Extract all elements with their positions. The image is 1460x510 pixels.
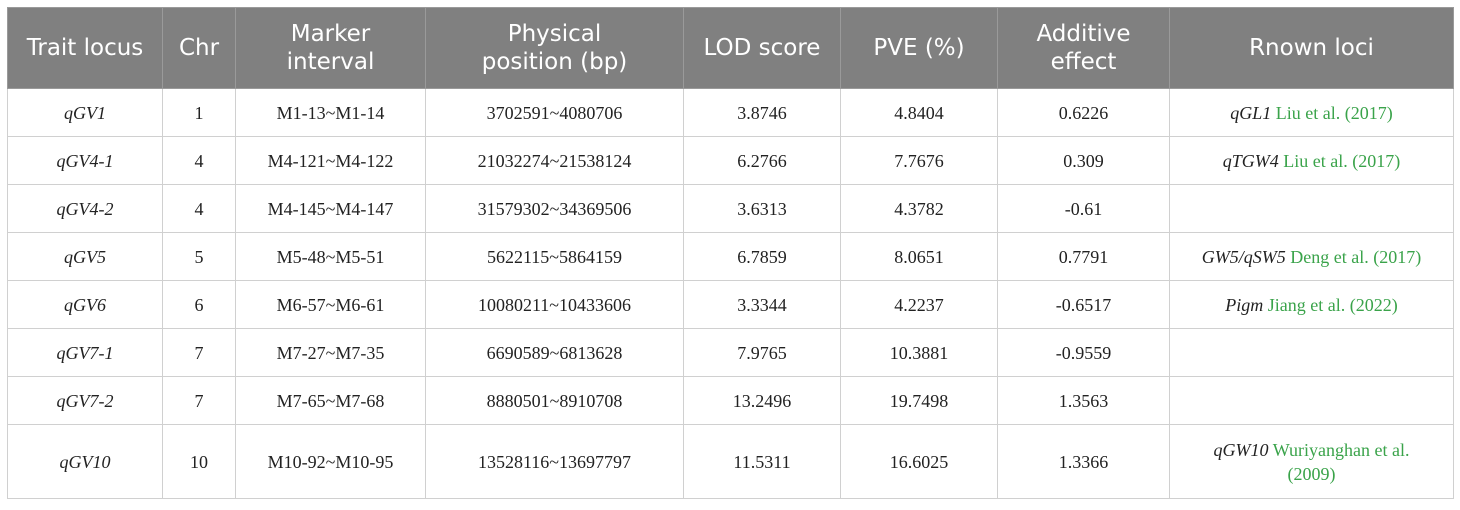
cell-additive: 0.309 <box>997 136 1170 185</box>
cell-pve: 4.8404 <box>840 88 998 137</box>
cell-chr: 4 <box>162 136 236 185</box>
cell-lod: 13.2496 <box>683 376 841 425</box>
cell-additive: 1.3563 <box>997 376 1170 425</box>
cell-known-loci: qTGW4 Liu et al. (2017) <box>1169 136 1454 185</box>
table-row: qGV7-2 7 M7-65~M7-68 8880501~8910708 13.… <box>7 376 1454 425</box>
known-gene: Pigm <box>1225 294 1264 315</box>
header-known-loci: Rnown loci <box>1169 7 1454 89</box>
cell-trait-locus: qGV1 <box>7 88 163 137</box>
cell-position: 13528116~13697797 <box>425 424 684 499</box>
known-gene: qTGW4 <box>1222 150 1279 171</box>
cell-lod: 7.9765 <box>683 328 841 377</box>
cell-chr: 7 <box>162 376 236 425</box>
cell-pve: 10.3881 <box>840 328 998 377</box>
cell-lod: 6.2766 <box>683 136 841 185</box>
cell-known-loci <box>1169 328 1454 377</box>
cell-chr: 7 <box>162 328 236 377</box>
cell-pve: 19.7498 <box>840 376 998 425</box>
header-physical-position: Physical position (bp) <box>425 7 684 89</box>
header-marker-interval: Marker interval <box>235 7 426 89</box>
cell-lod: 6.7859 <box>683 232 841 281</box>
cell-lod: 3.6313 <box>683 184 841 233</box>
citation-link[interactable]: Liu et al. (2017) <box>1275 102 1393 123</box>
citation-link[interactable]: Wuriyanghan et al. (2009) <box>1272 439 1410 484</box>
cell-position: 8880501~8910708 <box>425 376 684 425</box>
known-gene: qGL1 <box>1230 102 1272 123</box>
cell-chr: 4 <box>162 184 236 233</box>
citation-link[interactable]: Deng et al. (2017) <box>1290 246 1422 267</box>
cell-position: 6690589~6813628 <box>425 328 684 377</box>
cell-chr: 1 <box>162 88 236 137</box>
cell-additive: -0.6517 <box>997 280 1170 329</box>
cell-additive: 0.6226 <box>997 88 1170 137</box>
cell-lod: 11.5311 <box>683 424 841 499</box>
citation-link[interactable]: Liu et al. (2017) <box>1283 150 1401 171</box>
table-row: qGV7-1 7 M7-27~M7-35 6690589~6813628 7.9… <box>7 328 1454 377</box>
cell-known-loci: Pigm Jiang et al. (2022) <box>1169 280 1454 329</box>
table-row: qGV10 10 M10-92~M10-95 13528116~13697797… <box>7 424 1454 499</box>
cell-chr: 10 <box>162 424 236 499</box>
cell-position: 5622115~5864159 <box>425 232 684 281</box>
cell-marker: M4-121~M4-122 <box>235 136 426 185</box>
cell-lod: 3.8746 <box>683 88 841 137</box>
cell-marker: M7-27~M7-35 <box>235 328 426 377</box>
cell-pve: 4.3782 <box>840 184 998 233</box>
known-loci-wrap: qGW10 Wuriyanghan et al. (2009) <box>1204 438 1420 486</box>
cell-chr: 5 <box>162 232 236 281</box>
cell-chr: 6 <box>162 280 236 329</box>
header-physical-position-text: Physical position (bp) <box>481 21 628 75</box>
header-row: Trait locus Chr Marker interval Physical… <box>7 7 1454 89</box>
cell-marker: M4-145~M4-147 <box>235 184 426 233</box>
table-row: qGV6 6 M6-57~M6-61 10080211~10433606 3.3… <box>7 280 1454 329</box>
header-pve: PVE (%) <box>840 7 998 89</box>
table-row: qGV5 5 M5-48~M5-51 5622115~5864159 6.785… <box>7 232 1454 281</box>
header-additive-effect-text: Additive effect <box>1036 21 1131 75</box>
citation-link[interactable]: Jiang et al. (2022) <box>1267 294 1398 315</box>
cell-position: 10080211~10433606 <box>425 280 684 329</box>
cell-trait-locus: qGV10 <box>7 424 163 499</box>
qtl-table: Trait locus Chr Marker interval Physical… <box>7 7 1454 499</box>
known-gene: qGW10 <box>1213 439 1269 460</box>
cell-trait-locus: qGV5 <box>7 232 163 281</box>
header-lod-score: LOD score <box>683 7 841 89</box>
cell-known-loci <box>1169 184 1454 233</box>
header-marker-interval-text: Marker interval <box>286 21 375 75</box>
cell-lod: 3.3344 <box>683 280 841 329</box>
cell-trait-locus: qGV7-2 <box>7 376 163 425</box>
cell-known-loci: qGW10 Wuriyanghan et al. (2009) <box>1169 424 1454 499</box>
cell-trait-locus: qGV7-1 <box>7 328 163 377</box>
cell-position: 3702591~4080706 <box>425 88 684 137</box>
qtl-table-container: Trait locus Chr Marker interval Physical… <box>7 7 1454 499</box>
cell-position: 21032274~21538124 <box>425 136 684 185</box>
cell-marker: M7-65~M7-68 <box>235 376 426 425</box>
cell-additive: 0.7791 <box>997 232 1170 281</box>
cell-trait-locus: qGV4-2 <box>7 184 163 233</box>
header-additive-effect: Additive effect <box>997 7 1170 89</box>
cell-pve: 8.0651 <box>840 232 998 281</box>
cell-pve: 16.6025 <box>840 424 998 499</box>
header-trait-locus: Trait locus <box>7 7 163 89</box>
cell-known-loci <box>1169 376 1454 425</box>
cell-trait-locus: qGV4-1 <box>7 136 163 185</box>
cell-known-loci: GW5/qSW5 Deng et al. (2017) <box>1169 232 1454 281</box>
cell-marker: M5-48~M5-51 <box>235 232 426 281</box>
header-chr: Chr <box>162 7 236 89</box>
cell-additive: -0.9559 <box>997 328 1170 377</box>
table-row: qGV4-1 4 M4-121~M4-122 21032274~21538124… <box>7 136 1454 185</box>
known-gene: GW5/qSW5 <box>1201 246 1286 267</box>
cell-trait-locus: qGV6 <box>7 280 163 329</box>
cell-marker: M6-57~M6-61 <box>235 280 426 329</box>
cell-additive: 1.3366 <box>997 424 1170 499</box>
cell-marker: M10-92~M10-95 <box>235 424 426 499</box>
cell-additive: -0.61 <box>997 184 1170 233</box>
cell-pve: 4.2237 <box>840 280 998 329</box>
cell-marker: M1-13~M1-14 <box>235 88 426 137</box>
cell-position: 31579302~34369506 <box>425 184 684 233</box>
table-row: qGV1 1 M1-13~M1-14 3702591~4080706 3.874… <box>7 88 1454 137</box>
table-row: qGV4-2 4 M4-145~M4-147 31579302~34369506… <box>7 184 1454 233</box>
cell-pve: 7.7676 <box>840 136 998 185</box>
cell-known-loci: qGL1 Liu et al. (2017) <box>1169 88 1454 137</box>
